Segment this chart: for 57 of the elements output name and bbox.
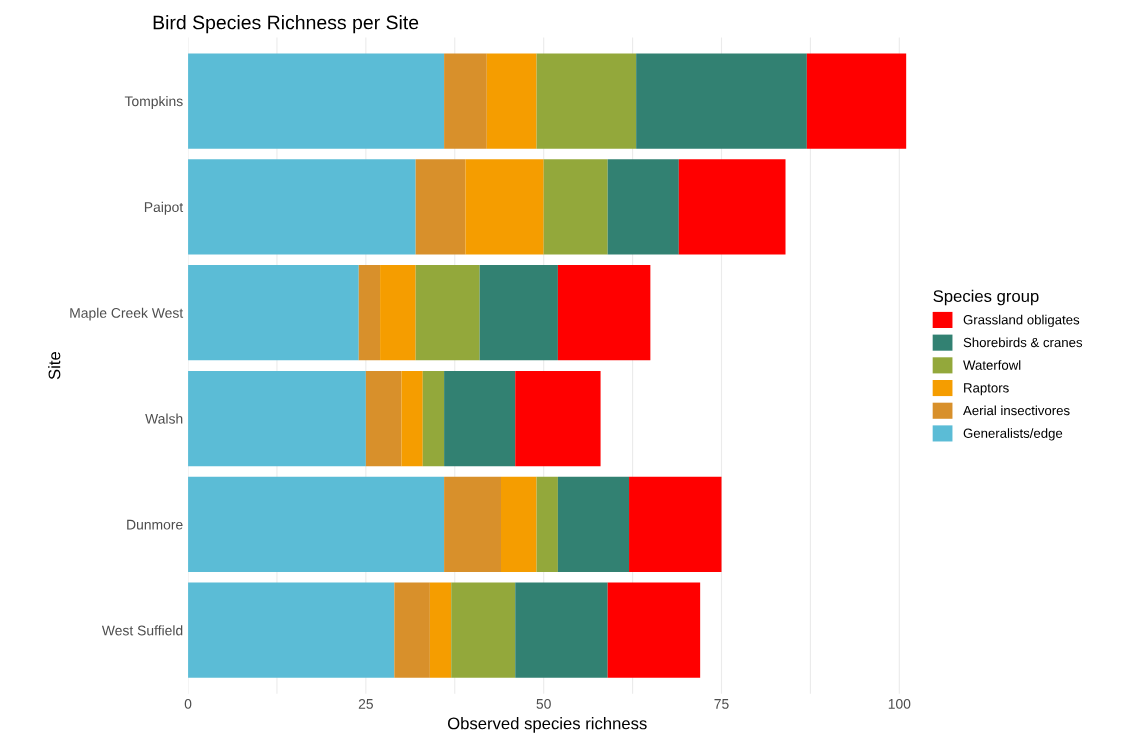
legend-label: Shorebirds & cranes	[963, 337, 1083, 348]
legend-label: Grassland obligates	[963, 314, 1080, 328]
bar	[479, 265, 558, 361]
bar	[188, 159, 416, 255]
bar	[188, 582, 395, 678]
bar	[429, 582, 452, 678]
bar	[543, 159, 608, 255]
bar	[536, 476, 558, 573]
y-tick-label: Tompkins	[124, 95, 183, 109]
bar	[380, 265, 416, 361]
bar	[188, 265, 359, 361]
y-tick-label: Dunmore	[127, 519, 183, 530]
x-tick-label: 75	[714, 699, 729, 709]
bar	[451, 582, 516, 678]
bar	[394, 582, 430, 678]
x-tick-label: 50	[536, 698, 551, 709]
bar	[607, 582, 701, 678]
bar	[536, 53, 637, 149]
legend-label: Waterfowl	[963, 360, 1021, 370]
bar	[188, 370, 366, 467]
bar	[607, 159, 679, 255]
bar	[486, 53, 537, 149]
y-tick-label: Paipot	[144, 201, 184, 215]
bar	[188, 53, 445, 149]
y-axis-title: Site	[48, 352, 61, 380]
bar	[444, 476, 501, 573]
legend-label: Generalists/edge	[963, 428, 1063, 441]
bar	[557, 476, 630, 573]
x-axis-title: Observed species richness	[447, 717, 647, 733]
bar	[678, 159, 786, 255]
bar	[636, 53, 807, 149]
y-tick-label: West Suffield	[101, 625, 183, 636]
chart-title: Bird Species Richness per Site	[153, 15, 419, 34]
x-tick-label: 100	[888, 698, 911, 709]
bar	[515, 582, 608, 678]
x-tick-label: 25	[358, 698, 373, 709]
bar	[415, 265, 480, 361]
bar	[806, 53, 907, 149]
bar	[401, 370, 423, 467]
bar	[358, 265, 381, 361]
bar	[501, 476, 537, 573]
legend-label: Raptors	[964, 383, 1009, 396]
x-tick-label: 0	[184, 698, 192, 709]
bar	[465, 159, 544, 255]
bar	[188, 476, 445, 573]
bar	[444, 53, 487, 149]
legend-label: Aerial insectivores	[963, 405, 1070, 416]
y-tick-label: Walsh	[145, 413, 183, 424]
bar	[415, 159, 466, 255]
bar	[422, 370, 445, 467]
bar	[365, 370, 402, 467]
bar	[629, 476, 722, 573]
bar	[515, 370, 601, 467]
y-tick-label: Maple Creek West	[70, 307, 184, 321]
bar	[444, 370, 516, 467]
bar	[557, 265, 651, 361]
legend-title: Species group	[933, 289, 1039, 306]
